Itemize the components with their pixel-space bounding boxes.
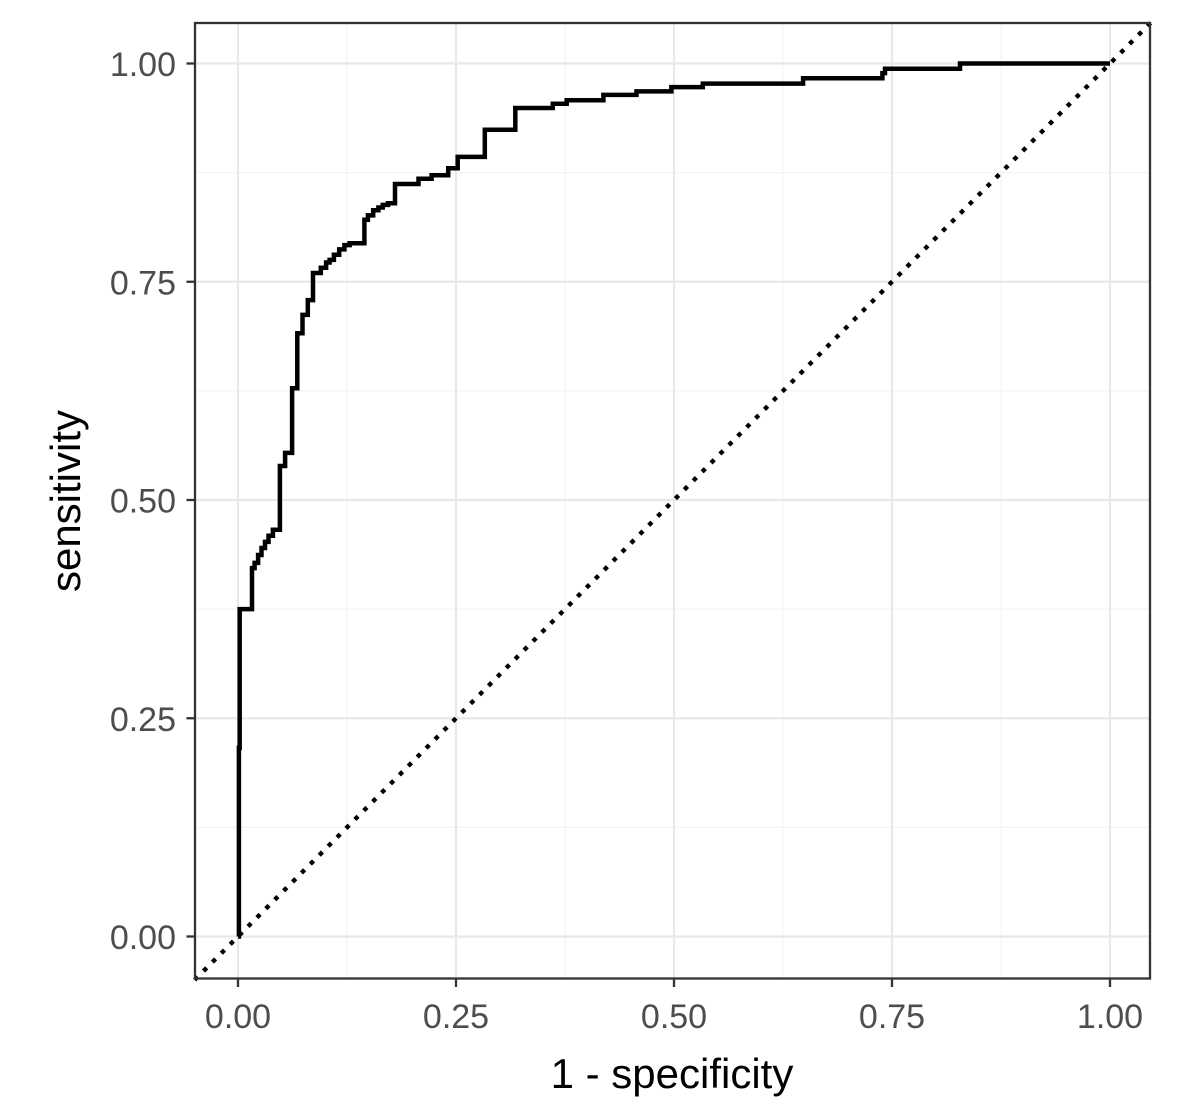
y-tick-label: 1.00 <box>110 46 176 84</box>
y-axis-tick-labels: 0.00 0.25 0.50 0.75 1.00 <box>110 46 176 957</box>
x-tick-label: 0.00 <box>205 998 271 1036</box>
axis-tick-marks <box>186 62 1112 987</box>
x-axis-tick-labels: 0.00 0.25 0.50 0.75 1.00 <box>205 998 1143 1036</box>
roc-curve-path <box>236 61 1110 939</box>
y-tick-label: 0.75 <box>110 264 176 302</box>
x-tick-label: 0.75 <box>859 998 925 1036</box>
chance-diagonal <box>193 20 1154 982</box>
gridlines-major <box>195 23 1150 979</box>
chance-diagonal-line <box>193 20 1154 982</box>
x-axis-title: 1 - specificity <box>551 1050 794 1097</box>
y-axis-title: sensitivity <box>42 410 89 592</box>
y-tick-label: 0.00 <box>110 919 176 957</box>
roc-curve-line <box>236 61 1110 939</box>
y-tick-label: 0.25 <box>110 701 176 739</box>
x-tick-label: 1.00 <box>1077 998 1143 1036</box>
y-tick-label: 0.50 <box>110 483 176 521</box>
x-tick-label: 0.50 <box>641 998 707 1036</box>
x-tick-label: 0.25 <box>423 998 489 1036</box>
